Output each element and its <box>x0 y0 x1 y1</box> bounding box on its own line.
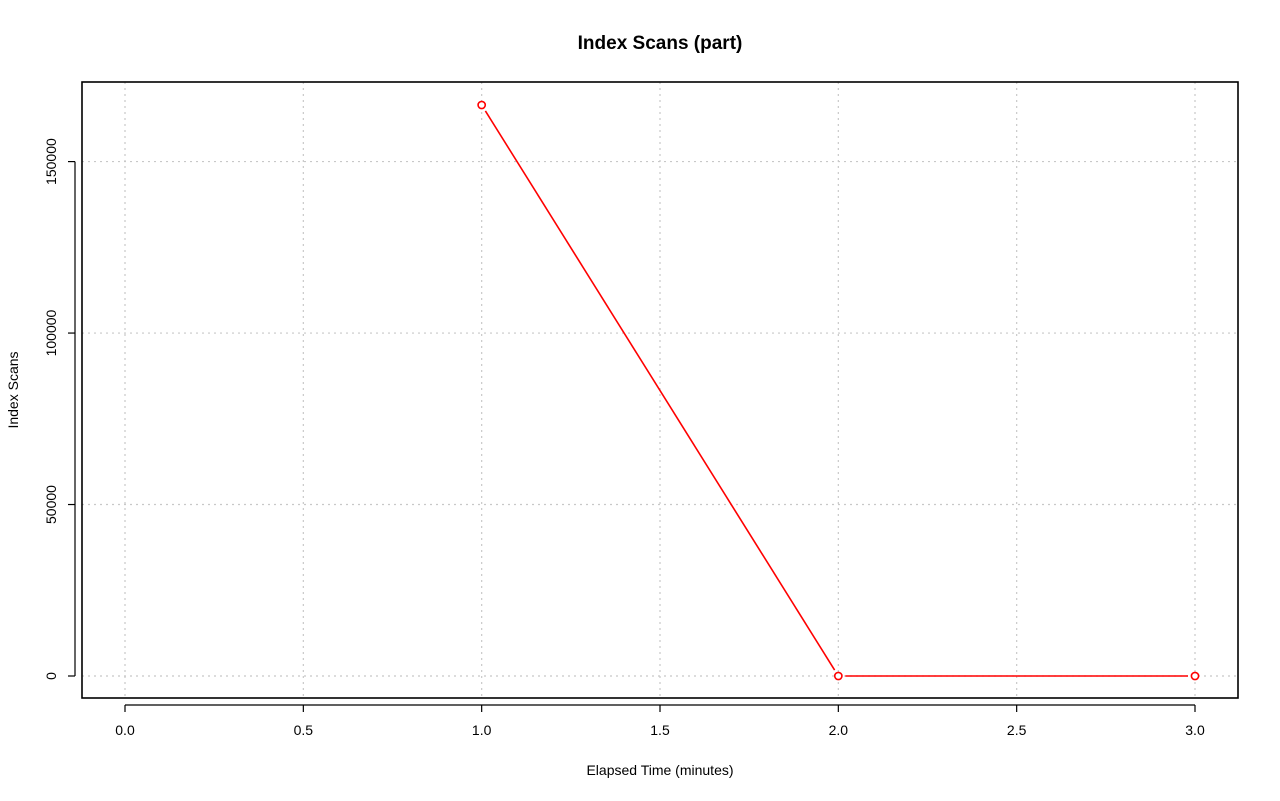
y-tick-label: 100000 <box>43 309 59 356</box>
data-point <box>477 100 487 110</box>
x-axis-label: Elapsed Time (minutes) <box>586 762 733 778</box>
y-tick-label: 150000 <box>43 138 59 185</box>
data-point <box>833 671 843 681</box>
plot-frame <box>81 81 1239 699</box>
y-axis: 0 50000 100000 150000 <box>43 138 76 680</box>
x-axis: 0.0 0.5 1.0 1.5 2.0 2.5 3.0 <box>115 704 1205 738</box>
grid <box>82 82 1238 698</box>
y-tick-label: 50000 <box>43 485 59 524</box>
x-tick-label: 2.0 <box>829 722 849 738</box>
chart-title: Index Scans (part) <box>578 33 743 54</box>
x-tick-label: 0.5 <box>294 722 314 738</box>
x-tick-label: 3.0 <box>1185 722 1205 738</box>
data-point <box>1190 671 1200 681</box>
x-tick-label: 1.0 <box>472 722 492 738</box>
x-tick-label: 2.5 <box>1007 722 1027 738</box>
series-layer <box>477 100 1200 681</box>
x-tick-label: 1.5 <box>650 722 670 738</box>
y-tick-label: 0 <box>43 672 59 680</box>
series-line-segment <box>484 110 836 671</box>
x-tick-label: 0.0 <box>115 722 135 738</box>
y-axis-label: Index Scans <box>5 351 21 428</box>
